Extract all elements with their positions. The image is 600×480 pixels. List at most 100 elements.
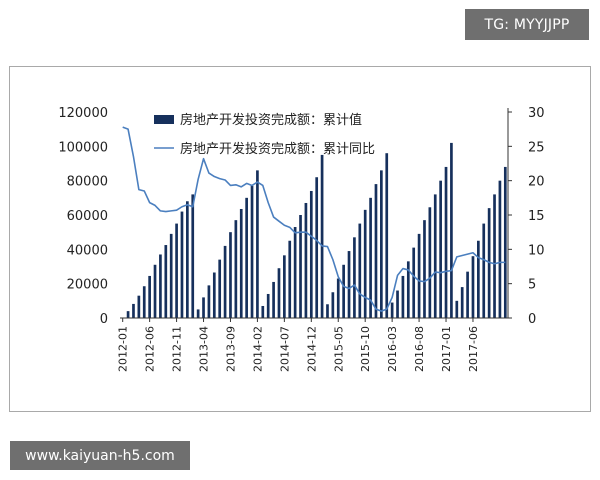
x-tick-label: 2017-06 (467, 326, 480, 372)
bar (433, 194, 437, 318)
bar (169, 233, 173, 318)
bar (406, 261, 410, 318)
bar (336, 278, 340, 318)
bar (159, 254, 162, 318)
bar (450, 142, 453, 318)
bar (482, 223, 486, 318)
bar (466, 271, 469, 318)
bar (309, 190, 313, 318)
x-tick-label: 2014-02 (251, 326, 264, 372)
bar (132, 303, 135, 318)
y-tick-label: 60000 (67, 209, 108, 224)
bar (288, 240, 292, 318)
x-tick-label: 2013-04 (198, 326, 211, 372)
y-tick-label: 40000 (67, 243, 108, 258)
bar (202, 297, 205, 318)
bar (385, 153, 389, 318)
bar (353, 237, 356, 318)
bar (148, 275, 151, 318)
y2-tick-label: 25 (528, 140, 545, 155)
legend-bar-label: 房地产开发投资完成额：累计值 (180, 112, 362, 128)
bar (142, 286, 146, 318)
bar (471, 256, 475, 318)
bar (153, 264, 157, 318)
bar (326, 304, 329, 318)
bar (272, 281, 275, 318)
bar (460, 287, 464, 318)
bar (126, 311, 130, 318)
bar (477, 240, 480, 318)
bar (342, 264, 345, 318)
bar (401, 275, 405, 318)
x-tick-label: 2014-12 (305, 326, 318, 372)
y2-tick-label: 30 (528, 106, 545, 121)
bar (369, 197, 372, 318)
bar-series (126, 142, 507, 318)
bar (390, 302, 394, 318)
y2-tick-label: 10 (528, 243, 545, 258)
bar (191, 194, 195, 318)
x-tick-label: 2017-01 (440, 326, 453, 372)
bar (234, 220, 238, 318)
x-tick-label: 2016-03 (386, 326, 399, 372)
bar (223, 245, 227, 318)
y2-tick-label: 5 (528, 278, 536, 293)
bar (417, 233, 421, 318)
bar (423, 220, 426, 318)
bar (277, 268, 281, 318)
bar (180, 211, 184, 318)
x-tick-label: 2012-11 (171, 326, 184, 372)
bar (239, 208, 243, 318)
y-tick-label: 80000 (67, 175, 108, 190)
x-tick-label: 2012-01 (117, 326, 130, 372)
bar (396, 290, 399, 318)
bar (331, 292, 335, 318)
bar (363, 209, 367, 318)
legend-line-label: 房地产开发投资完成额：累计同比 (180, 141, 375, 157)
y-tick-label: 120000 (58, 106, 108, 121)
bar (207, 285, 211, 318)
bar (444, 166, 448, 318)
y-tick-label: 0 (100, 312, 108, 327)
bar (347, 251, 351, 318)
bar (186, 201, 189, 318)
legend: 房地产开发投资完成额：累计值 房地产开发投资完成额：累计同比 (154, 112, 375, 157)
bar (315, 177, 319, 318)
bar (493, 194, 496, 318)
bar (261, 305, 265, 318)
bar (137, 295, 141, 318)
x-tick-label: 2013-09 (225, 326, 238, 372)
bar (283, 255, 286, 318)
watermark-bottom-link[interactable]: www.kaiyuan-h5.com (10, 441, 190, 470)
y2-tick-label: 0 (528, 312, 536, 327)
watermark-top: TG: MYYJJPP (465, 9, 589, 40)
bar (320, 154, 324, 318)
bar (498, 180, 502, 318)
bar (428, 207, 432, 318)
bar (175, 223, 178, 318)
bar (212, 272, 216, 318)
bar (164, 245, 168, 318)
bar (293, 227, 297, 318)
bar (218, 259, 222, 318)
bar (439, 180, 442, 318)
bar (455, 300, 459, 318)
y-tick-label: 20000 (67, 278, 108, 293)
bar (358, 223, 362, 318)
line-series (122, 126, 506, 312)
bar (304, 202, 308, 318)
bar (256, 170, 259, 318)
x-tick-label: 2012-06 (144, 326, 157, 372)
bar (250, 185, 254, 318)
x-tick-label: 2014-07 (278, 326, 291, 372)
bar (299, 215, 302, 318)
legend-bar-swatch (154, 115, 174, 124)
x-tick-label: 2015-05 (332, 326, 345, 372)
bar (196, 309, 200, 318)
bar (503, 166, 507, 318)
bar (245, 197, 248, 318)
y2-tick-label: 20 (528, 175, 545, 190)
bar (229, 232, 232, 318)
x-tick-label: 2016-08 (413, 326, 426, 372)
